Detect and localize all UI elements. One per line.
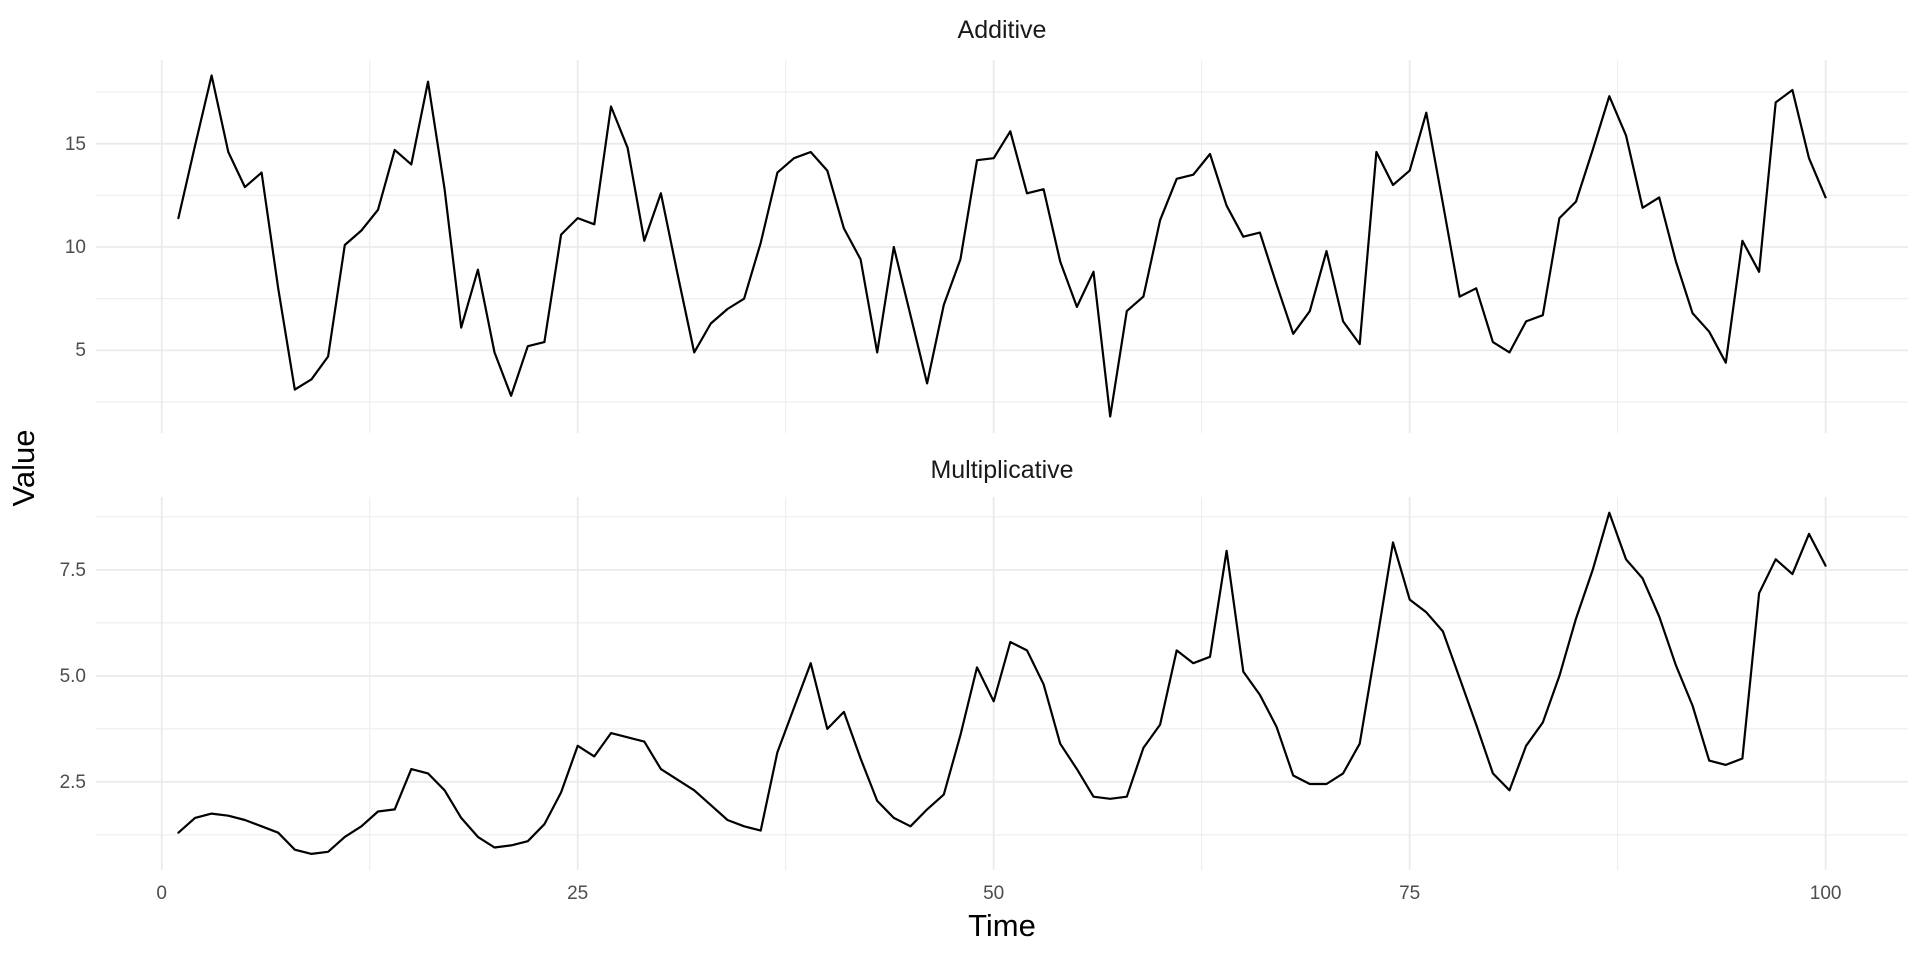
y-axis-title: Value <box>6 429 41 507</box>
x-tick-label: 100 <box>1809 883 1842 904</box>
y-tick-label: 10 <box>64 237 86 259</box>
x-axis-title: Time <box>968 908 1036 943</box>
y-tick-label: 15 <box>64 133 86 155</box>
x-tick-label: 25 <box>567 883 589 904</box>
line-series <box>177 511 1827 855</box>
panel-multiplicative <box>96 497 1908 870</box>
x-tick-label: 50 <box>983 883 1005 904</box>
x-tick-label: 0 <box>156 883 167 904</box>
panel-additive <box>96 60 1908 433</box>
line-series <box>177 74 1827 418</box>
y-tick-label: 5 <box>75 340 86 362</box>
panel-svg <box>96 497 1908 870</box>
y-tick-label: 2.5 <box>59 771 86 793</box>
y-tick-label: 5.0 <box>59 665 86 687</box>
panel-svg <box>96 60 1908 433</box>
facet-title-multiplicative: Multiplicative <box>930 456 1074 484</box>
y-tick-label: 7.5 <box>59 559 86 581</box>
x-tick-label: 75 <box>1399 883 1421 904</box>
facet-title-additive: Additive <box>957 16 1047 44</box>
